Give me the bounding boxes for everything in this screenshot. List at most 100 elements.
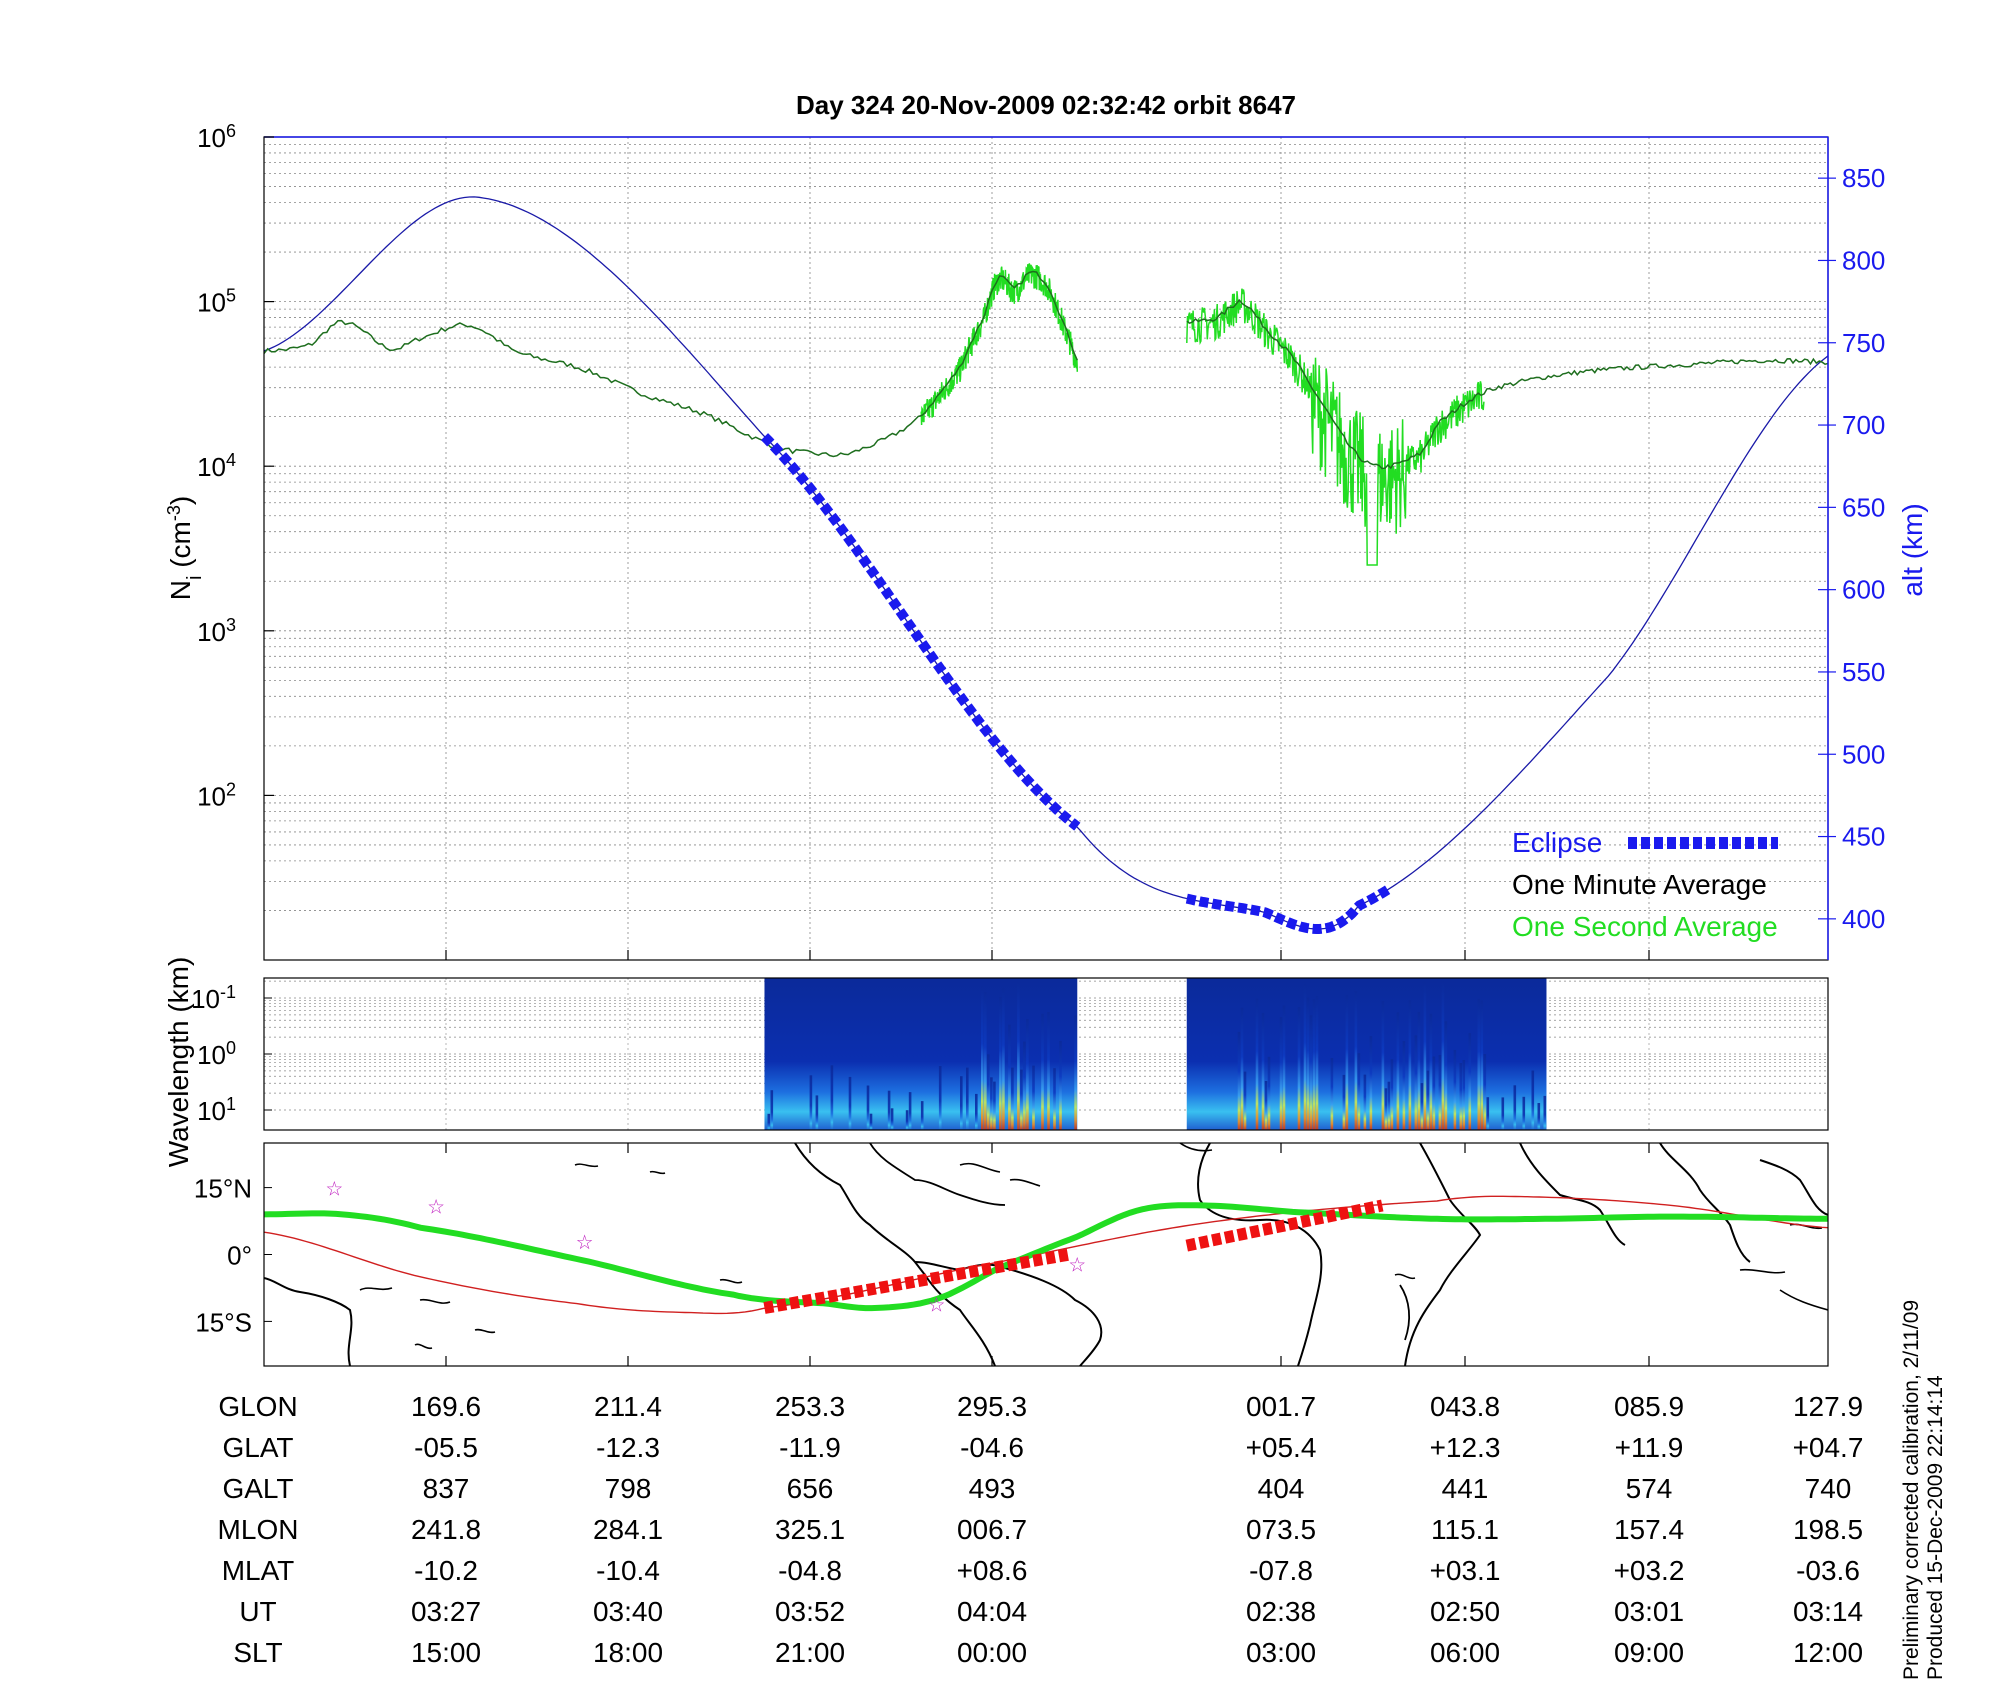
small-islands	[574, 1163, 1416, 1284]
table-cell: 157.4	[1614, 1514, 1684, 1545]
spectrogram-streak	[1312, 999, 1316, 1130]
table-cell: 169.6	[411, 1391, 481, 1422]
y2-tick-label: 450	[1842, 822, 1885, 852]
spectrogram-streak	[1402, 1041, 1406, 1130]
table-cell: 574	[1626, 1473, 1673, 1504]
y2-tick-label: 750	[1842, 328, 1885, 358]
table-row-label: UT	[239, 1596, 276, 1627]
table-cell: 18:00	[593, 1637, 663, 1668]
one-minute-average-line-2	[1186, 298, 1828, 470]
map-y-tick-label: 0°	[227, 1241, 252, 1271]
table-cell: 211.4	[594, 1391, 662, 1422]
spectrogram-streak	[1074, 1015, 1077, 1130]
table-cell: 06:00	[1430, 1637, 1500, 1668]
spectrogram-streak	[1330, 1058, 1334, 1130]
spectrogram-streak	[809, 1075, 813, 1130]
spectrogram-streak	[1444, 1021, 1448, 1130]
spec-y-tick-exp: 0	[226, 1038, 236, 1058]
spectrogram-streak	[890, 1108, 894, 1130]
spectrogram-streak	[999, 997, 1002, 1130]
spectrogram-streak	[1303, 984, 1307, 1130]
spectrogram-streak	[1543, 1095, 1547, 1130]
central-america-coast	[869, 1143, 1006, 1206]
spectrogram-streak	[1390, 1059, 1394, 1130]
y-tick-label: 106	[197, 121, 236, 153]
spectrogram-streak	[1020, 1069, 1023, 1130]
spectrogram-streak	[1255, 998, 1259, 1130]
table-cell: 03:27	[411, 1596, 481, 1627]
one-second-average-line-1	[920, 263, 1079, 426]
chart-title: Day 324 20-Nov-2009 02:32:42 orbit 8647	[796, 90, 1296, 120]
spectrogram-streak	[1414, 1035, 1418, 1130]
table-cell: +04.7	[1793, 1432, 1864, 1463]
spectrogram-streak	[1531, 1070, 1535, 1130]
table-cell: 241.8	[411, 1514, 481, 1545]
spectrogram-streak	[1384, 1088, 1388, 1130]
legend: Eclipse One Minute Average One Second Av…	[1512, 827, 1778, 942]
y-tick-exp: 3	[226, 615, 236, 635]
spectrogram-streak	[1267, 1056, 1271, 1130]
spectrogram-streak	[1240, 1007, 1244, 1130]
europe-coast	[1179, 1143, 1213, 1152]
table-cell: 15:00	[411, 1637, 481, 1668]
africa-west-coast	[1197, 1143, 1323, 1366]
orbit-parameter-table: GLON GLAT GALT MLON MLAT UT SLT 169.6 -05.5 837 24…	[218, 1391, 1864, 1668]
spectrogram-streak	[1423, 982, 1427, 1130]
y-tick-label: 104	[197, 450, 236, 482]
table-cell: -03.6	[1796, 1555, 1860, 1586]
table-cell: 043.8	[1430, 1391, 1500, 1422]
table-cell: 198.5	[1793, 1514, 1863, 1545]
map-y-tick-label: 15°S	[195, 1307, 252, 1337]
y2-tick-label: 600	[1842, 575, 1885, 605]
spectrogram-streak	[1363, 1074, 1367, 1130]
y-tick-exp: 5	[226, 286, 236, 306]
spectrogram-streak	[1438, 1055, 1442, 1130]
spectrogram-streak	[1453, 1049, 1457, 1130]
caribbean-islands	[959, 1162, 1041, 1187]
y-tick-exp: 4	[226, 450, 236, 470]
table-cell: 493	[969, 1473, 1016, 1504]
production-note: Produced 15-Dec-2009 22:14:14	[1924, 1375, 1947, 1680]
spectrogram-streak	[1483, 1054, 1487, 1130]
spectrogram-streak	[1396, 1012, 1400, 1130]
y-tick-exp: 2	[226, 779, 236, 799]
spectrogram-streak	[993, 1081, 996, 1130]
y-tick-base: 10	[197, 617, 226, 647]
map-y-tick-label: 15°N	[194, 1174, 252, 1204]
spectrogram-streak	[905, 1110, 909, 1130]
map-star-marker: ☆	[1068, 1254, 1086, 1276]
spectrogram-streak	[1486, 1097, 1490, 1130]
table-cell: 656	[787, 1473, 834, 1504]
spectrogram-streak	[1237, 1031, 1241, 1130]
spectrogram-streak	[767, 1113, 771, 1130]
spectrogram-streak	[1537, 1103, 1541, 1130]
y2-axis-label: alt (km)	[1897, 503, 1928, 596]
table-cell: 295.3	[957, 1391, 1027, 1422]
spectrogram-streak	[1420, 1083, 1424, 1130]
new-guinea-australia-coast	[264, 1277, 353, 1366]
spectrogram-streak	[1357, 1053, 1361, 1130]
y2-tick-label: 700	[1842, 410, 1885, 440]
legend-eclipse-label: Eclipse	[1512, 827, 1602, 858]
spectrogram-streak	[1522, 1096, 1526, 1130]
table-cell: 03:52	[775, 1596, 845, 1627]
spectrogram-streak	[1059, 1040, 1062, 1130]
x-ticks-map	[445, 1143, 1650, 1366]
spectrogram-streak	[1354, 991, 1358, 1130]
spectrogram-streak	[981, 986, 984, 1130]
y-tick-base: 10	[197, 288, 226, 318]
table-cell: -12.3	[596, 1432, 660, 1463]
y2-tick-label: 850	[1842, 163, 1885, 193]
legend-minute-label: One Minute Average	[1512, 869, 1767, 900]
table-cell: 02:38	[1246, 1596, 1316, 1627]
spectrogram-streak	[1243, 1071, 1247, 1130]
spectrogram-streak	[1309, 1015, 1313, 1130]
y2-tick-label: 800	[1842, 245, 1885, 275]
spectrogram-streak	[1408, 1000, 1412, 1130]
table-cell: 073.5	[1246, 1514, 1316, 1545]
map-star-marker: ☆	[928, 1295, 946, 1317]
table-cell: +05.4	[1246, 1432, 1317, 1463]
table-cell: 03:14	[1793, 1596, 1863, 1627]
spectrogram-streak	[1011, 1067, 1014, 1130]
